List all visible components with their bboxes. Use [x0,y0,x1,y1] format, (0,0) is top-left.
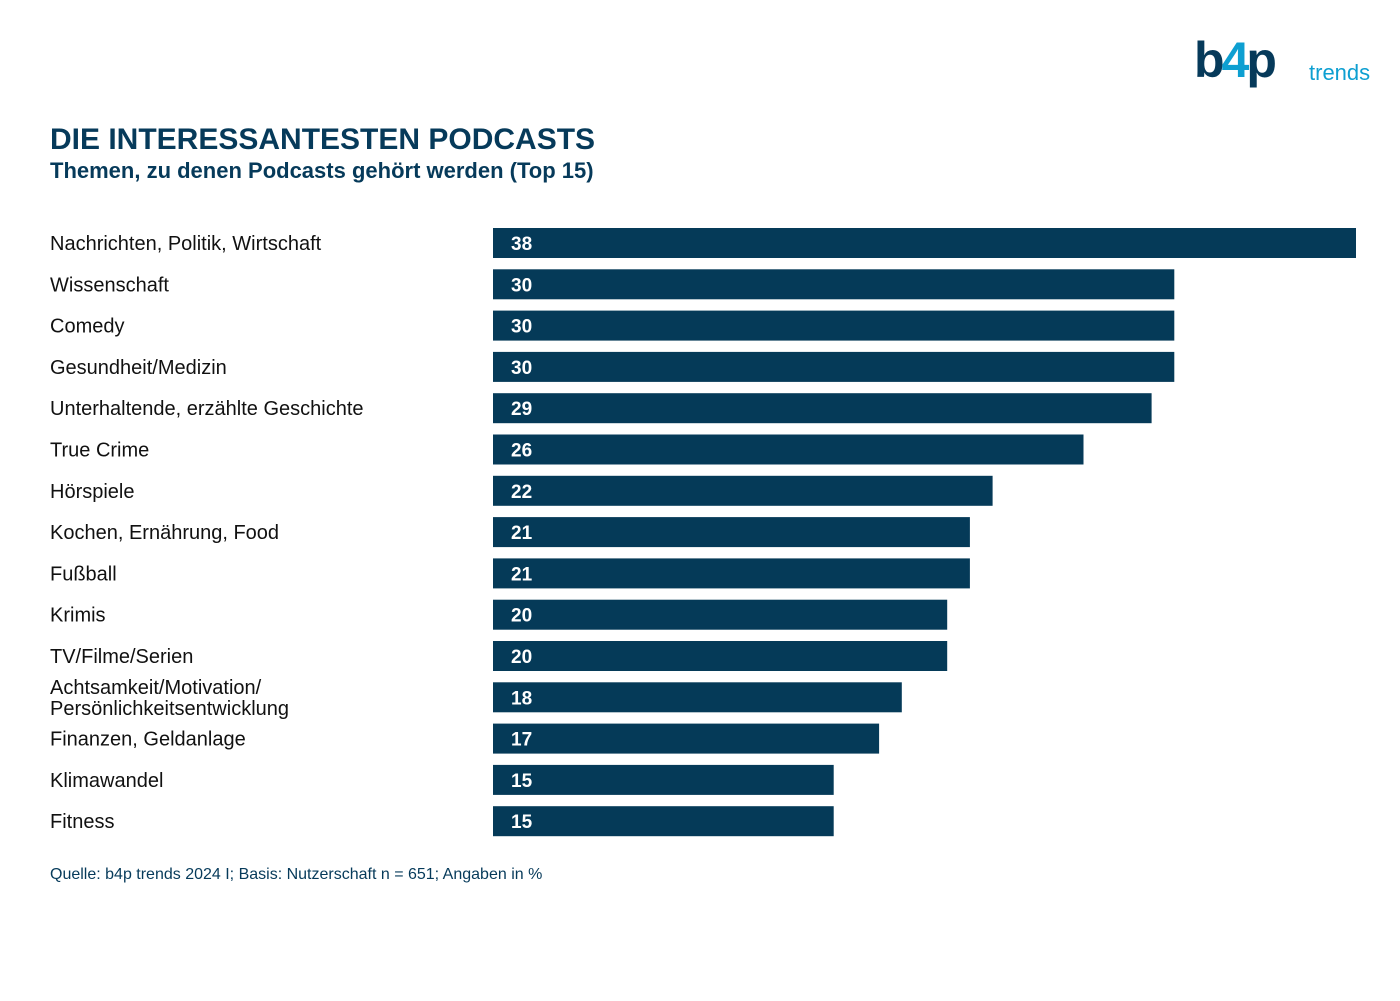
bar-row: 22 Hörspiele [50,475,993,506]
category-label: Fußball [50,563,117,585]
logo-letter-p: p [1246,32,1276,88]
bar-value-label: 29 [511,399,532,420]
bar [493,599,948,630]
bar-value-label: 21 [511,523,533,544]
category-label: Achtsamkeit/Motivation/Persönlichkeitsen… [50,677,289,720]
bar-row: 21 Kochen, Ernährung, Food [50,517,970,548]
category-label: Hörspiele [50,481,134,503]
bar-value-label: 30 [511,275,532,296]
bar-value-label: 22 [511,482,532,503]
bar [493,269,1175,300]
bar-row: 20 Krimis [50,599,948,630]
bar-row: 18 Achtsamkeit/Motivation/Persönlichkeits… [50,677,902,720]
bar-row: 15 Klimawandel [50,764,834,795]
bar-value-label: 30 [511,317,532,338]
category-label: Finanzen, Geldanlage [50,729,246,751]
bar [493,351,1175,382]
chart-subtitle: Themen, zu denen Podcasts gehört werden … [50,158,594,183]
category-label: Fitness [50,811,114,833]
bar-row: 20 TV/Filme/Serien [50,641,948,671]
bar [493,393,1152,424]
bar-value-label: 38 [511,234,532,255]
category-label: Klimawandel [50,770,163,792]
category-label: TV/Filme/Serien [50,646,193,668]
bar-row: 30 Gesundheit/Medizin [50,351,1175,382]
source-footnote: Quelle: b4p trends 2024 I; Basis: Nutzer… [50,866,543,883]
category-label: Unterhaltende, erzählte Geschichte [50,398,364,420]
category-label: Comedy [50,316,124,338]
logo-letter-b: b [1194,32,1224,88]
bar-row: 21 Fußball [50,558,970,589]
bar-value-label: 20 [511,647,532,668]
bar [493,806,834,837]
bar [493,558,970,589]
bar [493,641,948,671]
bar [493,475,993,506]
bar-row: 26 True Crime [50,434,1084,465]
bar-row: 30 Comedy [50,310,1175,341]
bar-row: 29 Unterhaltende, erzählte Geschichte [50,393,1152,424]
bar [493,723,880,754]
bar-value-label: 15 [511,771,533,792]
bar-value-label: 30 [511,358,532,379]
bar-value-label: 20 [511,606,532,627]
logo-subtitle: trends [1309,60,1371,85]
bar-row: 15 Fitness [50,806,834,837]
category-label: Krimis [50,605,106,627]
logo-wordmark: b4p [1194,30,1277,90]
bar [493,310,1175,341]
bar-value-label: 26 [511,441,532,462]
bar-value-label: 18 [511,688,532,709]
bar-value-label: 21 [511,564,533,585]
bar-row: 17 Finanzen, Geldanlage [50,723,880,754]
bar-value-label: 17 [511,730,532,751]
category-label: Gesundheit/Medizin [50,357,227,379]
b4p-trends-logo: b4p trends [1194,32,1384,96]
bar [493,228,1356,258]
category-label: Kochen, Ernährung, Food [50,522,279,544]
bar [493,517,970,548]
bar [493,434,1084,465]
bar [493,764,834,795]
bar-row: 38 Nachrichten, Politik, Wirtschaft [50,228,1356,258]
logo-digit-4: 4 [1221,32,1250,88]
category-label: True Crime [50,440,149,462]
bar [493,682,902,713]
bar-value-label: 15 [511,812,533,833]
bar-row: 30 Wissenschaft [50,269,1175,300]
chart-title: DIE INTERESSANTESTEN PODCASTS [50,123,596,156]
category-label: Nachrichten, Politik, Wirtschaft [50,233,322,255]
category-label: Wissenschaft [50,274,169,296]
